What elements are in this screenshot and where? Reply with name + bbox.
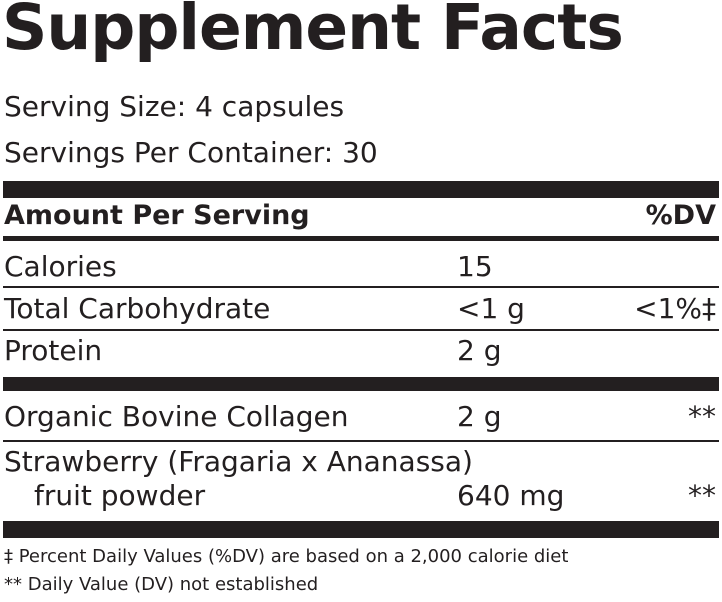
nutrient-name: fruit powder bbox=[34, 479, 206, 512]
footnote: ‡ Percent Daily Values (%DV) are based o… bbox=[4, 546, 569, 567]
column-header: Amount Per Serving bbox=[4, 200, 310, 231]
nutrient-name: Calories bbox=[4, 250, 117, 283]
nutrient-name: Total Carbohydrate bbox=[4, 292, 271, 325]
column-header: %DV bbox=[645, 200, 716, 231]
nutrient-amount: 640 mg bbox=[457, 479, 565, 512]
thick-rule bbox=[3, 521, 719, 538]
servings-per-container: Servings Per Container: 30 bbox=[4, 136, 378, 169]
nutrient-name: Organic Bovine Collagen bbox=[4, 400, 349, 433]
nutrient-dv: ** bbox=[688, 479, 716, 512]
thin-rule bbox=[3, 286, 719, 288]
nutrient-name: Protein bbox=[4, 334, 103, 367]
nutrient-amount: <1 g bbox=[457, 292, 525, 325]
nutrient-name: Strawberry (Fragaria x Ananassa) bbox=[4, 445, 473, 478]
nutrient-amount: 15 bbox=[457, 250, 493, 283]
thin-rule bbox=[3, 440, 719, 442]
nutrient-amount: 2 g bbox=[457, 400, 502, 433]
nutrient-dv: ** bbox=[688, 400, 716, 433]
nutrient-dv: <1%‡ bbox=[634, 292, 716, 325]
thick-rule bbox=[3, 181, 719, 198]
nutrient-amount: 2 g bbox=[457, 334, 502, 367]
medium-rule bbox=[3, 236, 719, 241]
thin-rule bbox=[3, 329, 719, 331]
serving-size: Serving Size: 4 capsules bbox=[4, 90, 345, 123]
footnote: ** Daily Value (DV) not established bbox=[4, 574, 319, 595]
thick-rule bbox=[3, 377, 719, 391]
title: Supplement Facts bbox=[2, 0, 624, 64]
